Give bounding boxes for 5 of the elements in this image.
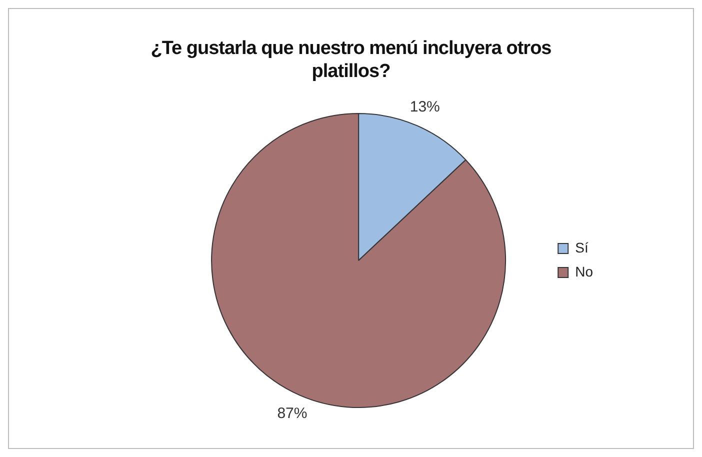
chart-title: ¿Te gustarla que nuestro menú incluyera otros platillos? — [150, 37, 552, 83]
legend-label: No — [575, 263, 594, 280]
data-label: 13% — [410, 98, 440, 116]
legend-label: Sí — [575, 239, 588, 256]
data-label: 87% — [277, 404, 308, 422]
